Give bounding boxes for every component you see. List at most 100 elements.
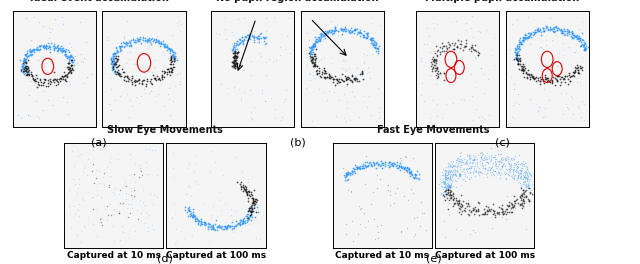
Point — [419, 43, 429, 47]
Point — [125, 38, 136, 42]
Point — [407, 173, 417, 178]
Text: (a): (a) — [92, 137, 107, 147]
Point — [349, 76, 360, 80]
Point — [31, 114, 42, 119]
Point — [393, 166, 403, 170]
Point — [472, 50, 483, 54]
Point — [522, 170, 532, 174]
Point — [109, 56, 120, 60]
Point — [577, 99, 588, 103]
Point — [23, 66, 33, 70]
Point — [166, 56, 177, 60]
Point — [163, 69, 173, 73]
Point — [471, 85, 481, 89]
Point — [227, 60, 237, 64]
Point — [497, 207, 507, 211]
Point — [254, 36, 264, 40]
Point — [497, 206, 508, 211]
Point — [527, 182, 537, 187]
Point — [491, 157, 501, 161]
Point — [548, 27, 559, 31]
Point — [444, 190, 454, 194]
Point — [473, 200, 483, 204]
Point — [20, 69, 30, 73]
Point — [65, 53, 76, 57]
Point — [158, 39, 168, 44]
Point — [72, 61, 82, 65]
Point — [143, 37, 153, 41]
Point — [531, 74, 541, 79]
Point — [67, 58, 77, 62]
Point — [38, 23, 48, 28]
Point — [351, 165, 362, 169]
Point — [551, 33, 561, 37]
Point — [230, 45, 240, 50]
Point — [342, 84, 352, 88]
Point — [148, 39, 158, 43]
Point — [355, 167, 365, 171]
Point — [310, 64, 320, 68]
Point — [67, 67, 77, 71]
Point — [454, 206, 464, 210]
Point — [249, 105, 259, 109]
Point — [196, 220, 206, 224]
Point — [126, 43, 136, 48]
Point — [227, 64, 237, 68]
Point — [234, 37, 244, 42]
Point — [451, 198, 461, 202]
Point — [247, 201, 257, 205]
Point — [240, 34, 250, 38]
Point — [442, 191, 452, 195]
Point — [403, 167, 413, 171]
Point — [189, 170, 199, 174]
Point — [55, 78, 65, 83]
Point — [353, 165, 363, 169]
Point — [521, 33, 531, 37]
Point — [15, 68, 26, 72]
Point — [456, 160, 467, 164]
Point — [397, 166, 407, 170]
Point — [445, 196, 455, 200]
Point — [340, 77, 351, 81]
Point — [573, 36, 584, 41]
Point — [547, 78, 557, 83]
Point — [158, 50, 168, 54]
Point — [113, 211, 124, 215]
Point — [478, 158, 488, 162]
Point — [256, 54, 266, 58]
Point — [60, 49, 70, 53]
Point — [468, 208, 478, 212]
Point — [550, 29, 560, 33]
Point — [118, 40, 128, 44]
Point — [56, 44, 66, 48]
Point — [488, 63, 499, 67]
Point — [331, 114, 341, 118]
Point — [396, 229, 406, 233]
Point — [233, 50, 243, 54]
Point — [129, 172, 139, 176]
Point — [483, 161, 493, 165]
Point — [497, 202, 508, 207]
Point — [18, 63, 28, 67]
Point — [312, 64, 322, 68]
Point — [443, 162, 453, 166]
Point — [78, 198, 88, 202]
Point — [576, 65, 586, 70]
Point — [468, 170, 478, 175]
Point — [445, 188, 456, 192]
Point — [309, 44, 319, 48]
Point — [441, 165, 451, 169]
Point — [516, 67, 527, 71]
Point — [247, 210, 257, 214]
Point — [367, 164, 377, 168]
Point — [350, 77, 360, 81]
Point — [26, 53, 36, 57]
Point — [473, 53, 483, 57]
Point — [486, 153, 497, 158]
Point — [371, 49, 381, 53]
Point — [506, 165, 516, 169]
Point — [447, 41, 457, 45]
Point — [204, 227, 214, 232]
Point — [130, 37, 140, 42]
Point — [116, 41, 127, 45]
